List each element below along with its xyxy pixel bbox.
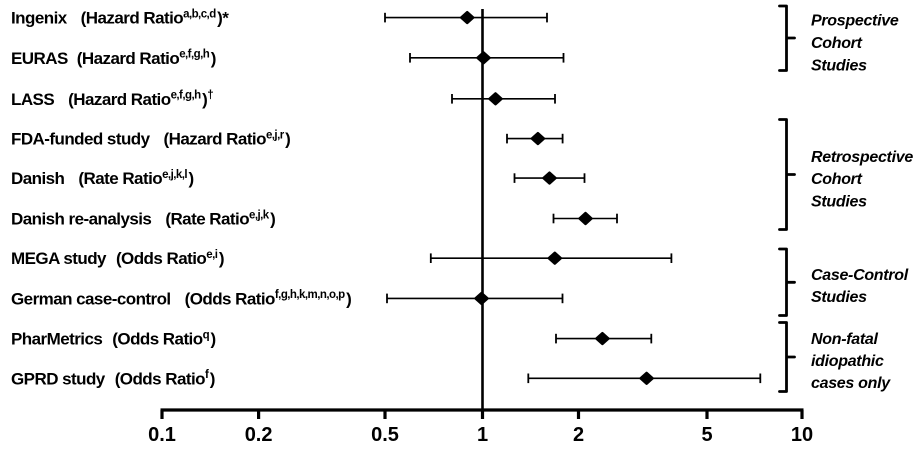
svg-text:Non-fatal: Non-fatal <box>811 331 878 348</box>
svg-text:Cohort: Cohort <box>811 35 863 52</box>
svg-text:Studies: Studies <box>811 58 867 75</box>
svg-text:Cohort: Cohort <box>811 171 863 188</box>
svg-text:Case-Control: Case-Control <box>811 267 909 284</box>
svg-text:Ingenix(Hazard Ratioa,b,c,d)*: Ingenix (Hazard Ratioa,b,c,d)* <box>11 8 229 27</box>
svg-text:EURAS(Hazard Ratioe,f,g,h): EURAS (Hazard Ratioe,f,g,h) <box>11 49 216 68</box>
svg-text:idiopathic: idiopathic <box>811 353 884 370</box>
svg-text:Studies: Studies <box>811 289 867 306</box>
svg-text:Danish(Rate Ratioe,j,k,l): Danish (Rate Ratioe,j,k,l) <box>11 169 194 188</box>
svg-text:MEGA study(Odds Ratioe,i): MEGA study (Odds Ratioe,i) <box>11 249 224 268</box>
svg-text:1: 1 <box>477 424 488 446</box>
svg-text:2: 2 <box>573 424 584 446</box>
svg-text:0.2: 0.2 <box>245 424 273 446</box>
svg-text:cases only: cases only <box>811 375 891 392</box>
svg-text:0.5: 0.5 <box>371 424 399 446</box>
svg-text:Retrospective: Retrospective <box>811 149 913 166</box>
svg-text:Studies: Studies <box>811 194 867 211</box>
svg-text:PharMetrics(Odds Ratioq): PharMetrics (Odds Ratioq) <box>11 329 216 348</box>
svg-text:Danish re-analysis(Rate Ratioe: Danish re-analysis (Rate Ratioe,j,k) <box>11 209 275 228</box>
svg-text:5: 5 <box>701 424 712 446</box>
svg-text:10: 10 <box>791 424 813 446</box>
svg-text:0.1: 0.1 <box>148 424 176 446</box>
svg-text:Prospective: Prospective <box>811 13 899 30</box>
